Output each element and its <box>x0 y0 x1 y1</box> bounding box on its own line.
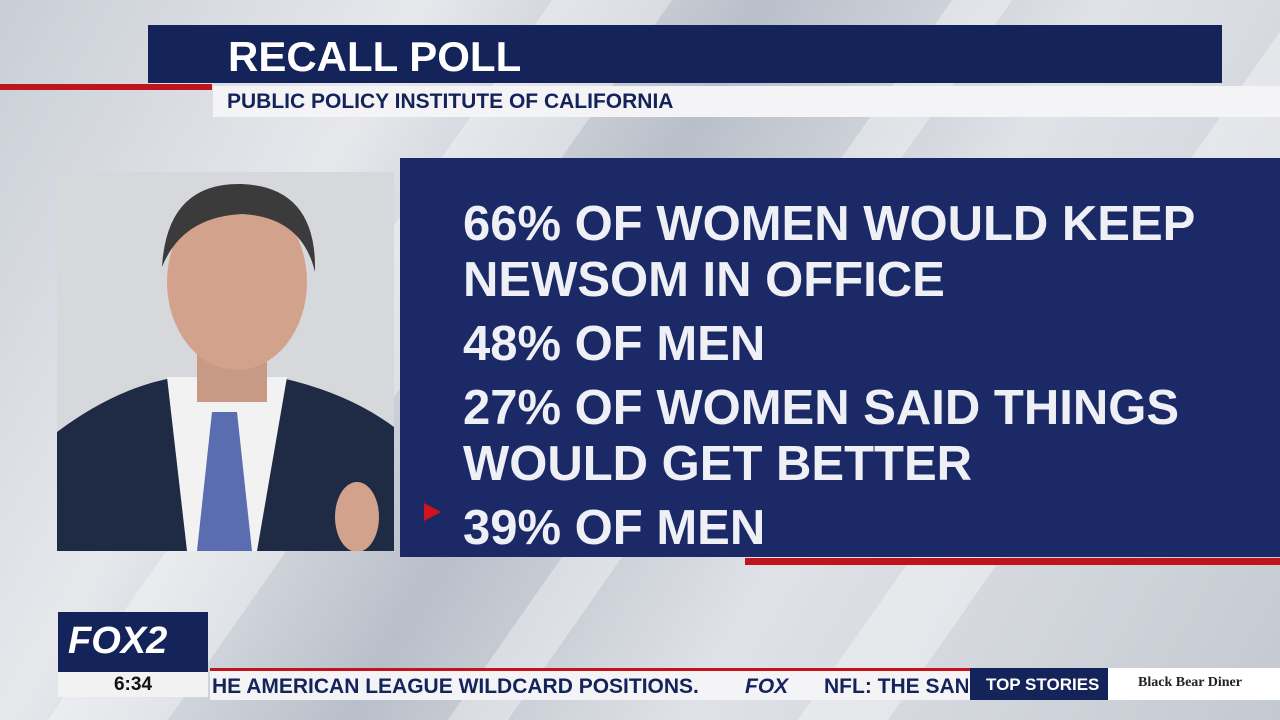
poll-points: 66% OF WOMEN WOULD KEEP NEWSOM IN OFFICE… <box>463 196 1223 564</box>
ticker-headline: HE AMERICAN LEAGUE WILDCARD POSITIONS. <box>212 675 699 698</box>
title-bar: RECALL POLL <box>148 25 1222 83</box>
logo-text: FOX2 <box>68 620 168 662</box>
poll-panel: 66% OF WOMEN WOULD KEEP NEWSOM IN OFFICE… <box>400 158 1280 557</box>
ticker-next: NFL: THE SAN <box>824 675 968 698</box>
ticker-section: TOP STORIES <box>986 675 1100 694</box>
poll-point: 66% OF WOMEN WOULD KEEP NEWSOM IN OFFICE <box>463 197 1195 307</box>
photo <box>57 172 394 551</box>
section-box: TOP STORIES <box>970 668 1108 700</box>
ticker-brand: FOX <box>745 675 789 698</box>
clock: 6:34 <box>113 674 153 695</box>
clock-box: 6:34 <box>58 672 208 697</box>
poll-point: 48% OF MEN <box>463 317 766 371</box>
accent-line <box>745 558 1280 565</box>
accent-line <box>0 84 212 90</box>
sponsor: Black Bear Diner <box>1138 675 1242 690</box>
sponsor-box: Black Bear Diner <box>1108 668 1280 700</box>
poll-point: 39% OF MEN <box>463 501 766 555</box>
subtitle-bar: PUBLIC POLICY INSTITUTE OF CALIFORNIA <box>213 86 1280 117</box>
ticker: HE AMERICAN LEAGUE WILDCARD POSITIONS. F… <box>210 668 1280 700</box>
station-logo: FOX2 <box>58 612 208 672</box>
title: RECALL POLL <box>228 33 522 80</box>
subtitle: PUBLIC POLICY INSTITUTE OF CALIFORNIA <box>227 90 674 113</box>
poll-point: 27% OF WOMEN SAID THINGS WOULD GET BETTE… <box>463 381 1180 491</box>
bullet-arrow <box>424 503 441 521</box>
